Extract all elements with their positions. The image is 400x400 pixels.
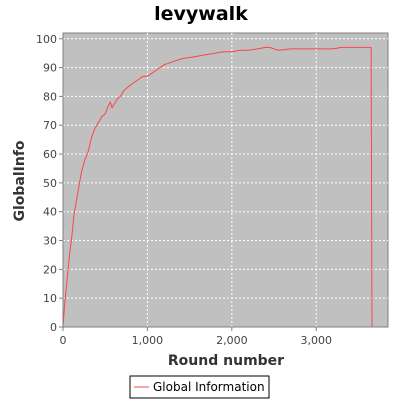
x-tick-labels: 0 1,000 2,000 3,000 [60,334,332,347]
y-tick-label: 100 [36,33,57,46]
y-tick-label: 40 [43,206,57,219]
x-tick-label: 0 [60,334,67,347]
y-tick-label: 20 [43,263,57,276]
y-axis-label: GlobalInfo [12,140,28,221]
x-axis-label: Round number [168,353,284,369]
series-layer [62,46,373,328]
series-line [62,46,373,328]
y-tick-label: 50 [43,177,57,190]
y-tick-label: 0 [50,321,57,334]
y-tick-label: 30 [43,235,57,248]
x-tick-label: 1,000 [132,334,164,347]
y-tick-label: 60 [43,148,57,161]
chart-title: levywalk [154,3,248,25]
y-tick-label: 70 [43,119,57,132]
x-tick-label: 2,000 [216,334,248,347]
y-tick-label: 10 [43,292,57,305]
legend-box [129,375,270,399]
y-tick-labels: 0 10 20 30 40 50 60 70 80 90 100 [36,33,57,334]
y-tick-label: 90 [43,62,57,75]
y-tick-label: 80 [43,90,57,103]
axes [59,33,388,331]
legend-label: Global Information [153,380,265,394]
x-tick-label: 3,000 [300,334,332,347]
plot-background [62,32,389,328]
legend: Global Information [129,375,270,399]
